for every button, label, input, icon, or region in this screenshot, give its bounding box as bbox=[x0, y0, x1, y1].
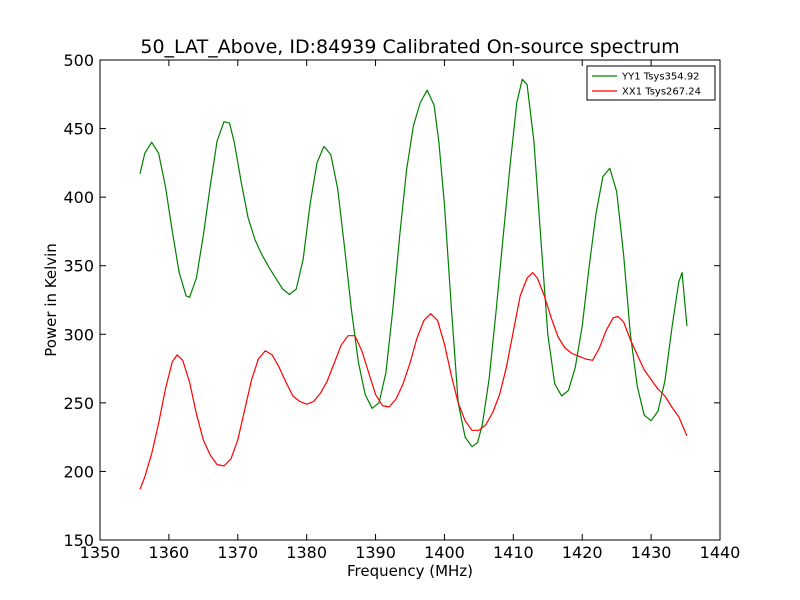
y-tick-label: 400 bbox=[63, 188, 94, 207]
y-tick-label: 500 bbox=[63, 51, 94, 70]
x-tick-label: 1390 bbox=[355, 543, 396, 562]
series-layer bbox=[139, 78, 688, 490]
chart-title: 50_LAT_Above, ID:84939 Calibrated On-sou… bbox=[140, 36, 679, 58]
x-tick-label: 1430 bbox=[631, 543, 672, 562]
x-axis-title: Frequency (MHz) bbox=[347, 562, 473, 580]
x-tick-label: 1420 bbox=[562, 543, 603, 562]
legend-box bbox=[586, 65, 716, 101]
legend-label-0: YY1 Tsys354.92 bbox=[621, 72, 700, 83]
y-axis: 150 200 250 300 350 400 450 500 bbox=[63, 51, 720, 550]
y-tick-label: 150 bbox=[63, 531, 94, 550]
x-tick-label: 1360 bbox=[149, 543, 190, 562]
y-tick-label: 450 bbox=[63, 120, 94, 139]
x-tick-label: 1440 bbox=[700, 543, 741, 562]
x-tick-label: 1380 bbox=[286, 543, 327, 562]
y-tick-label: 200 bbox=[63, 462, 94, 481]
x-tick-label: 1400 bbox=[424, 543, 465, 562]
y-tick-label: 350 bbox=[63, 257, 94, 276]
x-axis: 1350 1360 1370 1380 1390 1400 1410 1420 1430 1440 bbox=[80, 60, 741, 562]
legend: YY1 Tsys354.92 XX1 Tsys267.24 bbox=[586, 65, 716, 101]
plot-area-frame bbox=[99, 59, 721, 541]
y-tick-label: 250 bbox=[63, 394, 94, 413]
series-line-0 bbox=[139, 78, 688, 448]
series-line-1 bbox=[139, 272, 688, 490]
x-tick-label: 1350 bbox=[80, 543, 121, 562]
y-tick-label: 300 bbox=[63, 325, 94, 344]
y-axis-title: Power in Kelvin bbox=[42, 243, 60, 357]
x-tick-label: 1370 bbox=[217, 543, 258, 562]
legend-label-1: XX1 Tsys267.24 bbox=[622, 87, 701, 98]
x-tick-label: 1410 bbox=[493, 543, 534, 562]
